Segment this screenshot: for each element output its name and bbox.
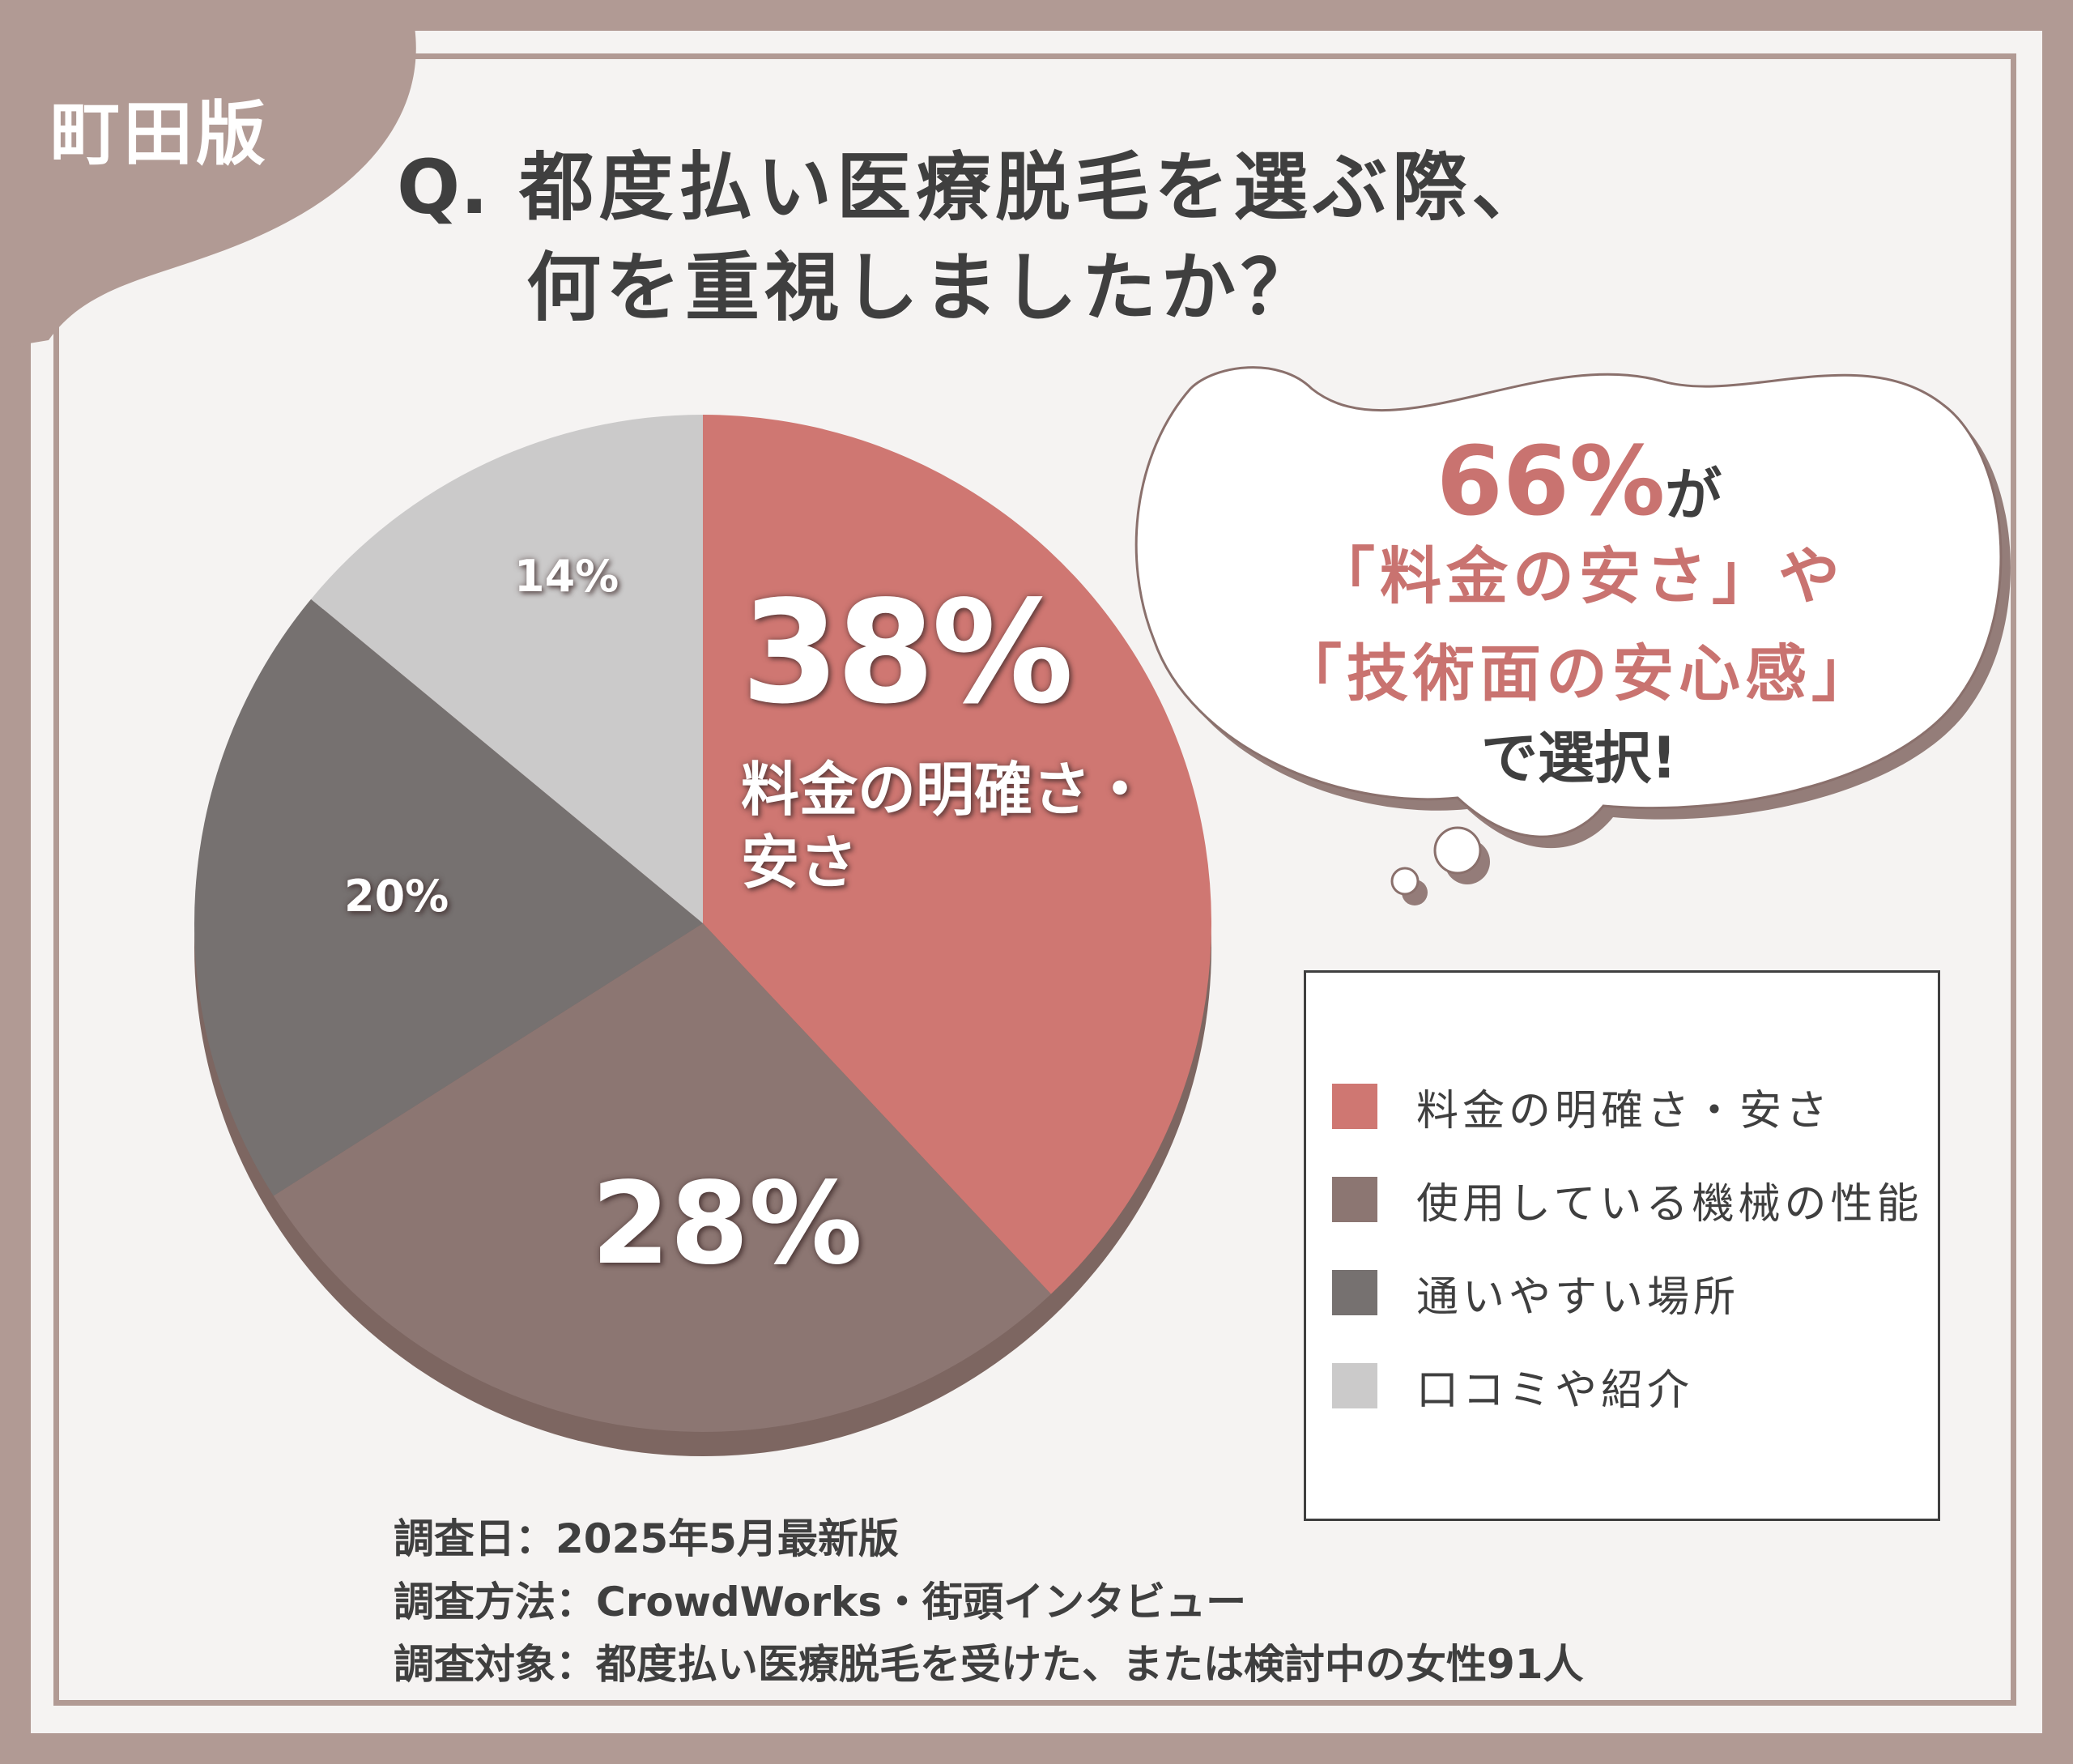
slice-label-pct-1: 38% bbox=[741, 571, 1074, 735]
slice-label-pct-2: 28% bbox=[591, 1158, 863, 1290]
title-q-prefix: Q. bbox=[397, 144, 489, 231]
survey-target: 調査対象：都度払い医療脱毛を受けた、または検討中の女性91人 bbox=[394, 1641, 1584, 1688]
legend-label: 口コミや紹介 bbox=[1416, 1366, 1694, 1415]
callout-quote2: 「技術面の安心感」 bbox=[1280, 637, 1878, 709]
region-label: 町田版 bbox=[50, 94, 269, 175]
legend-label: 通いやすい場所 bbox=[1416, 1272, 1740, 1322]
callout-quote1-suffix: や bbox=[1778, 540, 1845, 612]
legend-swatch bbox=[1332, 1270, 1377, 1315]
legend-swatch bbox=[1332, 1363, 1377, 1408]
legend-item: 口コミや紹介 bbox=[1332, 1361, 1693, 1415]
inner-frame bbox=[53, 53, 2016, 1706]
pie-slice-4 bbox=[311, 415, 703, 923]
legend-label: 料金の明確さ・安さ bbox=[1416, 1086, 1832, 1136]
pie-slices bbox=[194, 415, 1212, 1433]
slice-label-text-1: 料金の明確さ・安さ bbox=[741, 756, 1150, 897]
callout-quote1: 「料金の安さ」 bbox=[1313, 540, 1778, 612]
legend-label: 使用している機械の性能 bbox=[1416, 1179, 1923, 1229]
legend-swatch bbox=[1332, 1084, 1377, 1129]
callout-percent: 66% bbox=[1436, 425, 1666, 537]
callout-headline: 66%が bbox=[1134, 425, 2024, 537]
pie-slice-1 bbox=[703, 415, 1212, 1294]
page-title: Q. 都度払い医療脱毛を選ぶ際、 何を重視しましたか？ bbox=[397, 138, 1854, 339]
survey-method: 調査方法：CrowdWorks・街頭インタビュー bbox=[394, 1578, 1247, 1626]
title-line1: 都度払い医療脱毛を選ぶ際、 bbox=[519, 144, 1552, 231]
legend-item: 使用している機械の性能 bbox=[1332, 1175, 1922, 1229]
pie-slice-2 bbox=[273, 923, 1051, 1433]
callout-ending: で選択! bbox=[1481, 725, 1677, 791]
survey-date: 調査日：2025年5月最新版 bbox=[394, 1515, 899, 1562]
legend-swatch bbox=[1332, 1177, 1377, 1222]
slice-label-pct-4: 14% bbox=[514, 551, 619, 602]
callout-line-quote1: 「料金の安さ」や bbox=[1134, 526, 2024, 616]
pie-slice-3 bbox=[194, 599, 703, 1196]
legend: 料金の明確さ・安さ 使用している機械の性能 通いやすい場所 口コミや紹介 bbox=[1304, 970, 1940, 1521]
slice-label-pct-3: 20% bbox=[344, 871, 449, 922]
title-line2: 何を重視しましたか？ bbox=[526, 245, 1321, 332]
callout-particle: が bbox=[1665, 462, 1722, 528]
legend-item: 料金の明確さ・安さ bbox=[1332, 1082, 1832, 1136]
survey-notes: 調査日：2025年5月最新版 調査方法：CrowdWorks・街頭インタビュー … bbox=[394, 1508, 1584, 1697]
callout-cloud bbox=[1134, 366, 2003, 838]
legend-item: 通いやすい場所 bbox=[1332, 1268, 1739, 1322]
